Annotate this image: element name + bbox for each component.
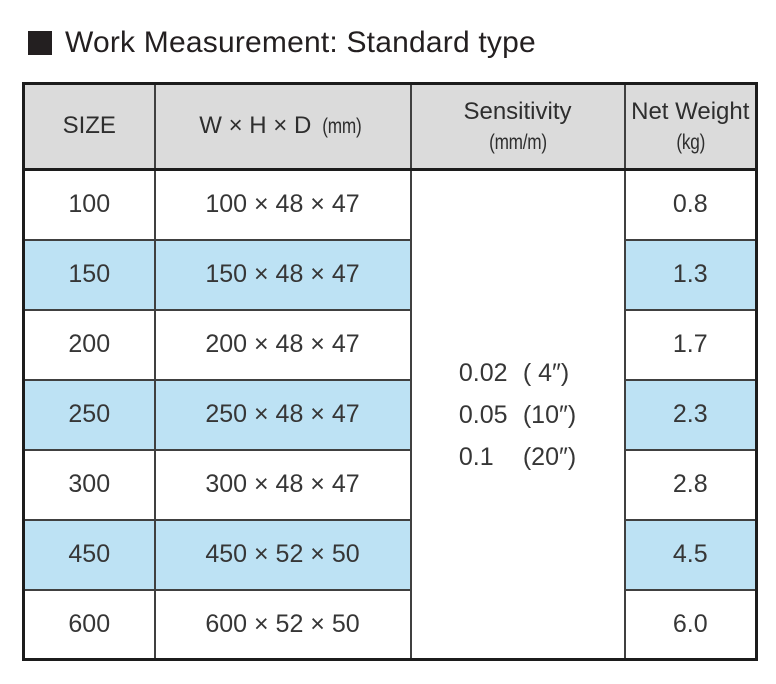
spec-table: SIZE W × H × D (mm) Sensitivity (mm/m) N… xyxy=(22,82,758,661)
net-weight-cell: 2.3 xyxy=(623,378,758,451)
sensitivity-value: 0.02 xyxy=(458,358,508,387)
size-cell: 450 xyxy=(22,518,156,591)
table-row: 600 600 × 52 × 50 6.0 xyxy=(22,588,758,661)
dimensions-cell: 250 × 48 × 47 xyxy=(153,378,412,451)
table-header-row: SIZE W × H × D (mm) Sensitivity (mm/m) N… xyxy=(22,82,758,171)
column-header-sensitivity-label: Sensitivity xyxy=(463,98,572,126)
sensitivity-line: 0.02 ( 4″) xyxy=(459,352,576,394)
sensitivity-note: (10″) xyxy=(522,400,577,429)
column-header-size: SIZE xyxy=(22,82,156,171)
size-cell: 300 xyxy=(22,448,156,521)
column-header-net-weight-label: Net Weight xyxy=(631,98,750,126)
size-cell: 200 xyxy=(22,308,156,381)
sensitivity-note: (20″) xyxy=(522,442,577,471)
column-header-net-weight-unit: (kg) xyxy=(675,130,705,154)
column-header-sensitivity: Sensitivity (mm/m) xyxy=(409,82,626,171)
net-weight-cell: 4.5 xyxy=(623,518,758,591)
size-cell: 600 xyxy=(22,588,156,661)
dimensions-cell: 450 × 52 × 50 xyxy=(153,518,412,591)
sensitivity-line: 0.1 (20″) xyxy=(459,436,576,478)
sensitivity-value: 0.05 xyxy=(458,400,508,429)
net-weight-cell: 6.0 xyxy=(623,588,758,661)
dimensions-cell: 200 × 48 × 47 xyxy=(153,308,412,381)
dimensions-cell: 100 × 48 × 47 xyxy=(153,168,412,241)
dimensions-cell: 150 × 48 × 47 xyxy=(153,238,412,311)
dimensions-cell: 300 × 48 × 47 xyxy=(153,448,412,521)
column-header-dimensions-label: W × H × D xyxy=(199,112,312,140)
square-bullet-icon xyxy=(28,31,52,55)
net-weight-cell: 1.3 xyxy=(623,238,758,311)
size-cell: 150 xyxy=(22,238,156,311)
net-weight-cell: 0.8 xyxy=(623,168,758,241)
table-row: 450 450 × 52 × 50 4.5 xyxy=(22,518,758,591)
net-weight-cell: 2.8 xyxy=(623,448,758,521)
dimensions-cell: 600 × 52 × 50 xyxy=(153,588,412,661)
sensitivity-line: 0.05 (10″) xyxy=(459,394,576,436)
column-header-dimensions: W × H × D (mm) xyxy=(153,82,412,171)
sensitivity-value: 0.1 xyxy=(458,442,494,471)
page-title: Work Measurement: Standard type xyxy=(65,26,536,59)
column-header-size-label: SIZE xyxy=(62,112,116,140)
section-title: Work Measurement: Standard type xyxy=(28,26,536,60)
table-row: 100 100 × 48 × 47 0.02 ( 4″) 0.05 (10″) … xyxy=(22,168,758,661)
column-header-dimensions-unit: (mm) xyxy=(322,115,362,139)
column-header-net-weight: Net Weight (kg) xyxy=(623,82,758,171)
column-header-sensitivity-unit: (mm/m) xyxy=(488,130,547,154)
sensitivity-values: 0.02 ( 4″) 0.05 (10″) 0.1 (20″) xyxy=(459,352,576,478)
table-row: 300 300 × 48 × 47 2.8 xyxy=(22,448,758,521)
size-cell: 250 xyxy=(22,378,156,451)
size-cell: 100 xyxy=(22,168,156,241)
table-row: 250 250 × 48 × 47 2.3 xyxy=(22,378,758,451)
table-row: 150 150 × 48 × 47 1.3 xyxy=(22,238,758,311)
sensitivity-merged-cell: 0.02 ( 4″) 0.05 (10″) 0.1 (20″) xyxy=(409,168,626,661)
sensitivity-note: ( 4″) xyxy=(522,358,570,387)
net-weight-cell: 1.7 xyxy=(623,308,758,381)
table-row: 200 200 × 48 × 47 1.7 xyxy=(22,308,758,381)
